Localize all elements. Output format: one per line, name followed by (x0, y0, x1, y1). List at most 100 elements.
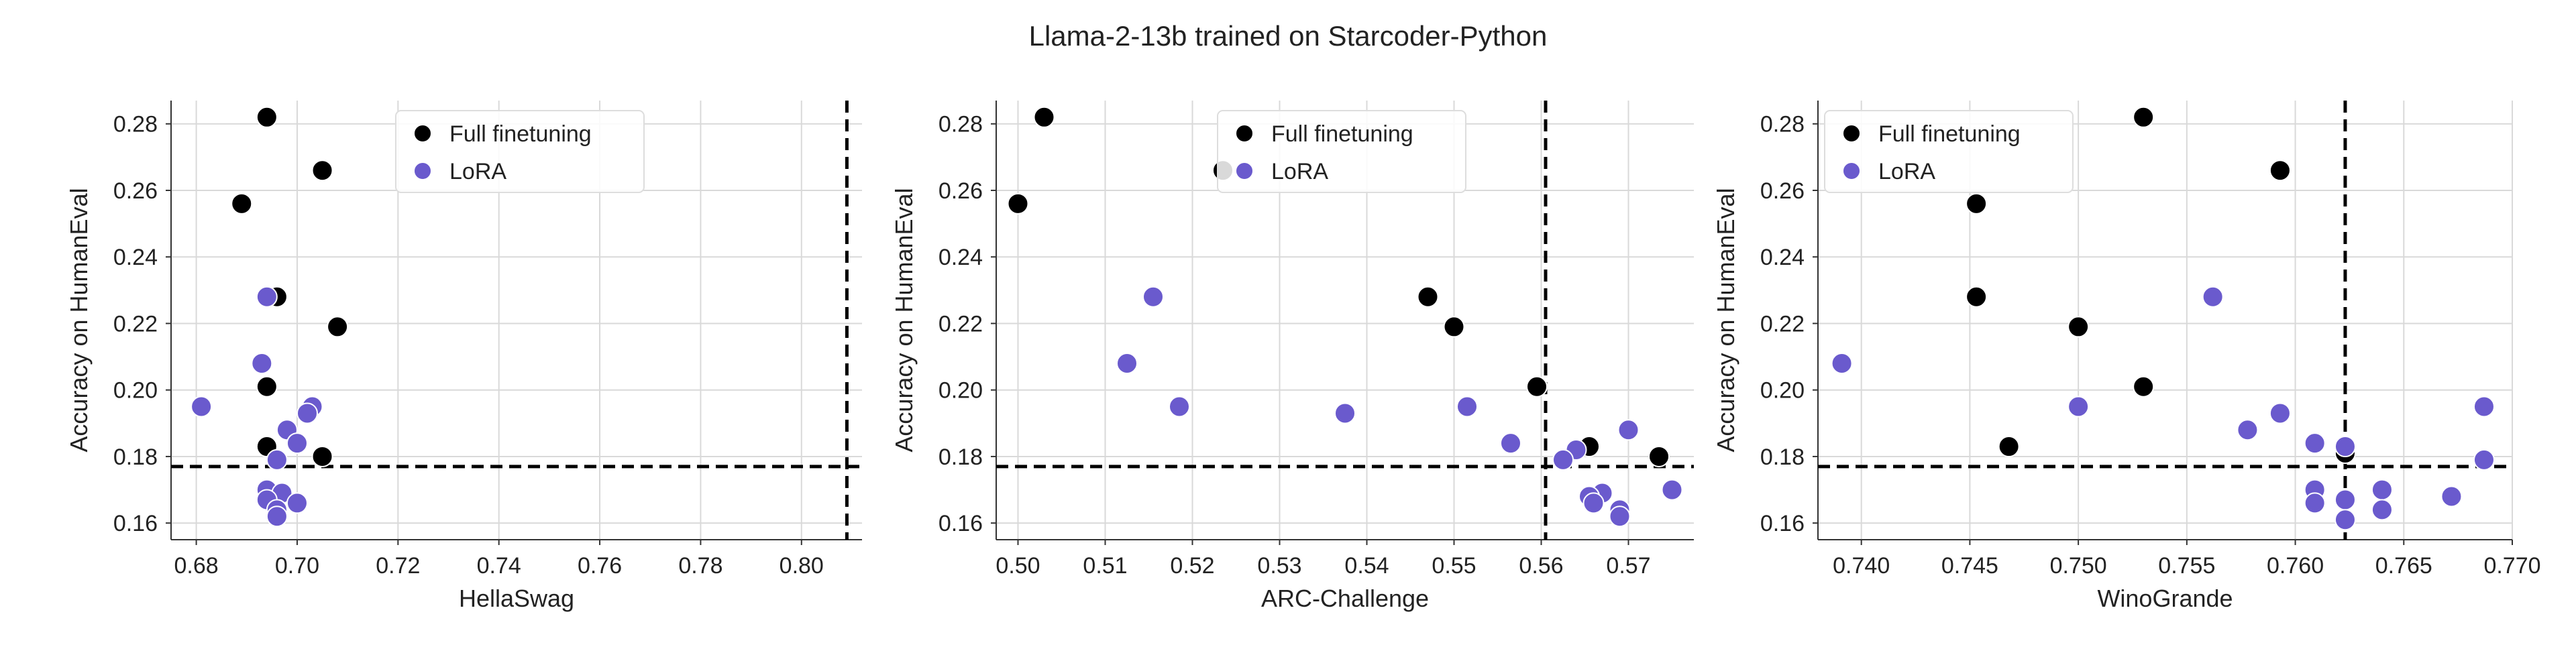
legend-label-full-finetuning: Full finetuning (449, 121, 592, 147)
lora-point (2371, 479, 2393, 501)
full-finetuning-point (2269, 160, 2291, 182)
x-tick-label: 0.745 (1941, 553, 1998, 579)
legend-box (1217, 110, 1466, 193)
full-finetuning-point (327, 316, 349, 338)
x-tick-label: 0.56 (1519, 553, 1563, 579)
legend-marker-lora (1842, 162, 1861, 180)
legend-label-lora: LoRA (449, 159, 506, 184)
y-tick-label: 0.28 (938, 112, 983, 137)
legend-label-full-finetuning: Full finetuning (1271, 121, 1413, 147)
legend-label-lora: LoRA (1878, 159, 1935, 184)
x-tick-label: 0.57 (1606, 553, 1650, 579)
lora-point (2334, 509, 2356, 531)
x-tick-label: 0.74 (477, 553, 521, 579)
lora-point (1617, 419, 1640, 441)
chart-panel-2: 0.50 0.51 0.52 0.53 0.54 0.55 0.56 0.57 0.16 0.18… (890, 101, 1694, 612)
lora-point (2334, 489, 2356, 511)
lora-point (2334, 436, 2356, 458)
legend-box (395, 110, 645, 193)
full-finetuning-point (1443, 316, 1465, 338)
x-axis-label: WinoGrande (2097, 585, 2233, 612)
x-tick-label: 0.80 (780, 553, 824, 579)
x-tick-label: 0.70 (275, 553, 319, 579)
lora-point (2304, 432, 2326, 455)
lora-point (2371, 499, 2393, 521)
y-tick-label: 0.28 (113, 112, 158, 137)
lora-point (1500, 432, 1521, 455)
x-tick-label: 0.78 (678, 553, 722, 579)
lora-point (286, 492, 308, 514)
full-finetuning-point (311, 160, 333, 182)
full-finetuning-point (1007, 192, 1029, 215)
full-finetuning-point (1966, 286, 1988, 308)
lora-point (266, 505, 288, 528)
y-tick-label: 0.26 (938, 178, 983, 204)
y-tick-label: 0.16 (938, 511, 983, 536)
y-tick-label: 0.24 (1760, 245, 1805, 270)
y-tick-label: 0.20 (938, 378, 983, 404)
lora-point (2440, 485, 2463, 508)
x-tick-label: 0.760 (2267, 553, 2324, 579)
y-axis-label: Accuracy on HumanEval (1712, 188, 1739, 452)
full-finetuning-point (231, 192, 253, 215)
full-finetuning-point (2133, 375, 2155, 398)
x-tick-label: 0.50 (996, 553, 1040, 579)
legend-label-lora: LoRA (1271, 159, 1328, 184)
x-axis-label: HellaSwag (459, 585, 574, 612)
lora-point (1552, 449, 1574, 471)
full-finetuning-point (1526, 375, 1548, 398)
lora-point (1169, 396, 1190, 418)
x-tick-label: 0.72 (376, 553, 420, 579)
x-tick-label: 0.53 (1257, 553, 1301, 579)
x-tick-label: 0.755 (2158, 553, 2215, 579)
lora-point (2202, 286, 2224, 308)
lora-point (1661, 479, 1683, 501)
y-tick-label: 0.24 (938, 245, 983, 270)
lora-point (2473, 396, 2495, 418)
y-tick-label: 0.16 (113, 511, 158, 536)
lora-point (256, 286, 278, 308)
y-axis-label: Accuracy on HumanEval (65, 188, 93, 452)
x-tick-label: 0.52 (1170, 553, 1214, 579)
lora-point (1582, 492, 1605, 514)
y-tick-label: 0.22 (113, 311, 158, 337)
legend-marker-full-finetuning (1842, 124, 1861, 143)
y-tick-label: 0.26 (113, 178, 158, 204)
y-axis-label: Accuracy on HumanEval (890, 188, 918, 452)
legend: Full finetuning LoRA (1217, 110, 1466, 193)
legend-box (1824, 110, 2074, 193)
y-tick-label: 0.24 (113, 245, 158, 270)
lora-point (296, 402, 318, 424)
y-tick-label: 0.20 (113, 378, 158, 404)
x-tick-label: 0.76 (578, 553, 622, 579)
lora-point (2269, 402, 2291, 424)
full-finetuning-point (2133, 106, 2155, 128)
y-tick-label: 0.18 (938, 444, 983, 470)
full-finetuning-point (1648, 445, 1670, 467)
y-tick-label: 0.28 (1760, 112, 1805, 137)
y-tick-label: 0.16 (1760, 511, 1805, 536)
lora-point (2304, 492, 2326, 514)
legend-label-full-finetuning: Full finetuning (1878, 121, 2021, 147)
full-finetuning-point (2068, 316, 2090, 338)
x-tick-label: 0.68 (174, 553, 218, 579)
x-tick-label: 0.770 (2483, 553, 2540, 579)
chart-panel-1: 0.68 0.70 0.72 0.74 0.76 0.78 0.80 0.16 0.18 0.20… (65, 101, 862, 612)
lora-point (1334, 402, 1356, 424)
y-tick-label: 0.26 (1760, 178, 1805, 204)
legend: Full finetuning LoRA (395, 110, 645, 193)
lora-point (266, 449, 288, 471)
lora-point (1142, 286, 1164, 308)
full-finetuning-point (1417, 286, 1439, 308)
lora-point (2068, 396, 2090, 418)
lora-point (286, 432, 308, 455)
legend-marker-lora (1235, 162, 1254, 180)
x-tick-label: 0.54 (1344, 553, 1389, 579)
full-finetuning-point (1998, 436, 2020, 458)
x-tick-label: 0.740 (1833, 553, 1890, 579)
x-tick-label: 0.750 (2050, 553, 2107, 579)
x-tick-label: 0.765 (2375, 553, 2432, 579)
legend-marker-full-finetuning (1235, 124, 1254, 143)
lora-point (1456, 396, 1478, 418)
